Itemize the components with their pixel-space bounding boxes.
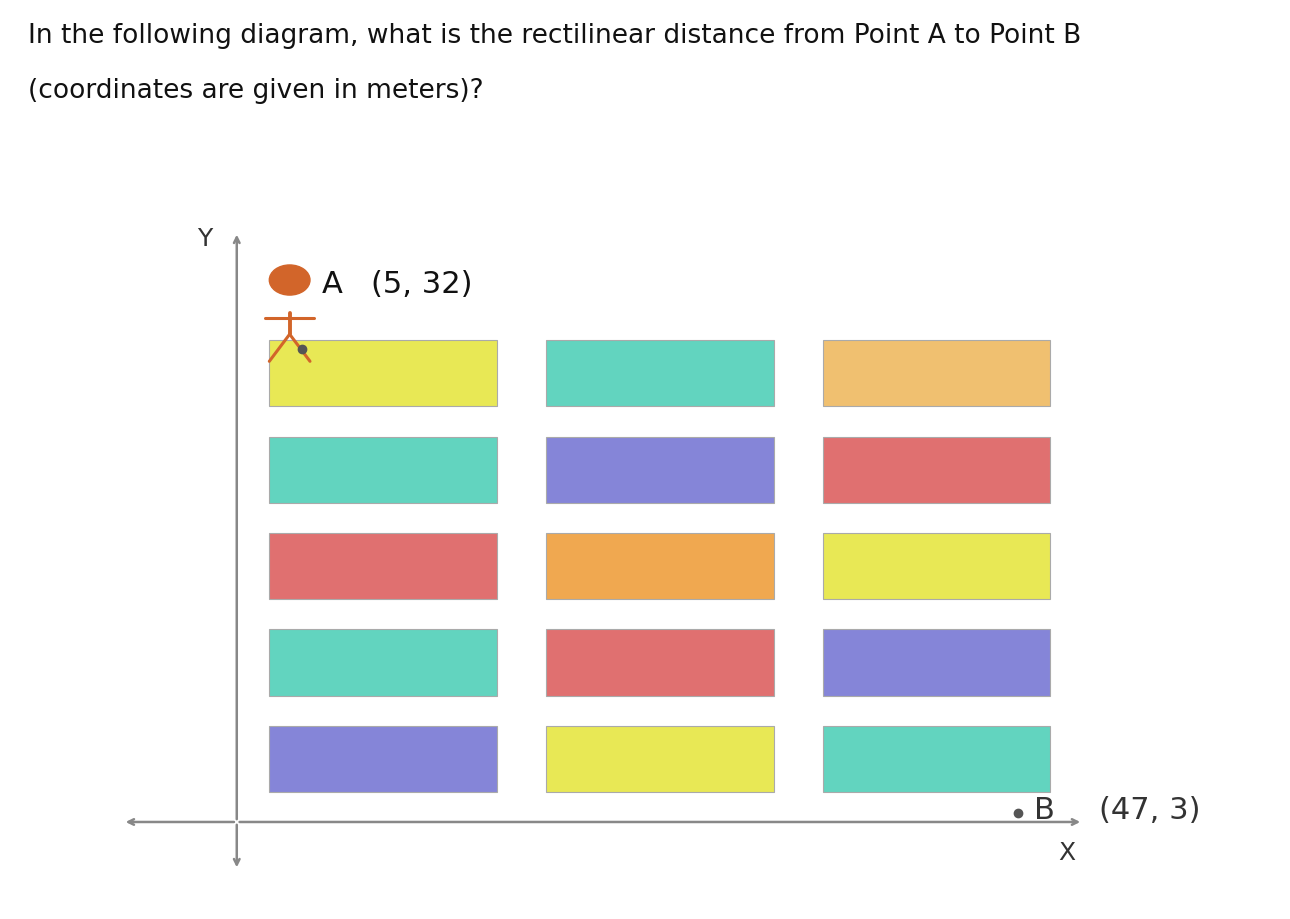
Bar [823,533,1050,599]
Bar [823,341,1050,407]
Circle shape [270,266,310,296]
Bar [823,437,1050,504]
Bar [270,341,497,407]
Text: X: X [1058,840,1076,864]
Bar [546,437,774,504]
Bar [546,341,774,407]
Bar [270,533,497,599]
Text: In the following diagram, what is the rectilinear distance from Point A to Point: In the following diagram, what is the re… [28,23,1081,49]
Text: B: B [1035,796,1055,824]
Bar [270,726,497,792]
Bar [546,726,774,792]
Bar [270,437,497,504]
Text: (47, 3): (47, 3) [1099,796,1201,824]
Bar [823,726,1050,792]
Bar [546,533,774,599]
Bar [823,630,1050,696]
Text: Y: Y [196,227,212,251]
Text: (5, 32): (5, 32) [372,269,472,298]
Bar [546,630,774,696]
Bar [270,630,497,696]
Text: A: A [322,269,343,298]
Text: (coordinates are given in meters)?: (coordinates are given in meters)? [28,78,484,104]
